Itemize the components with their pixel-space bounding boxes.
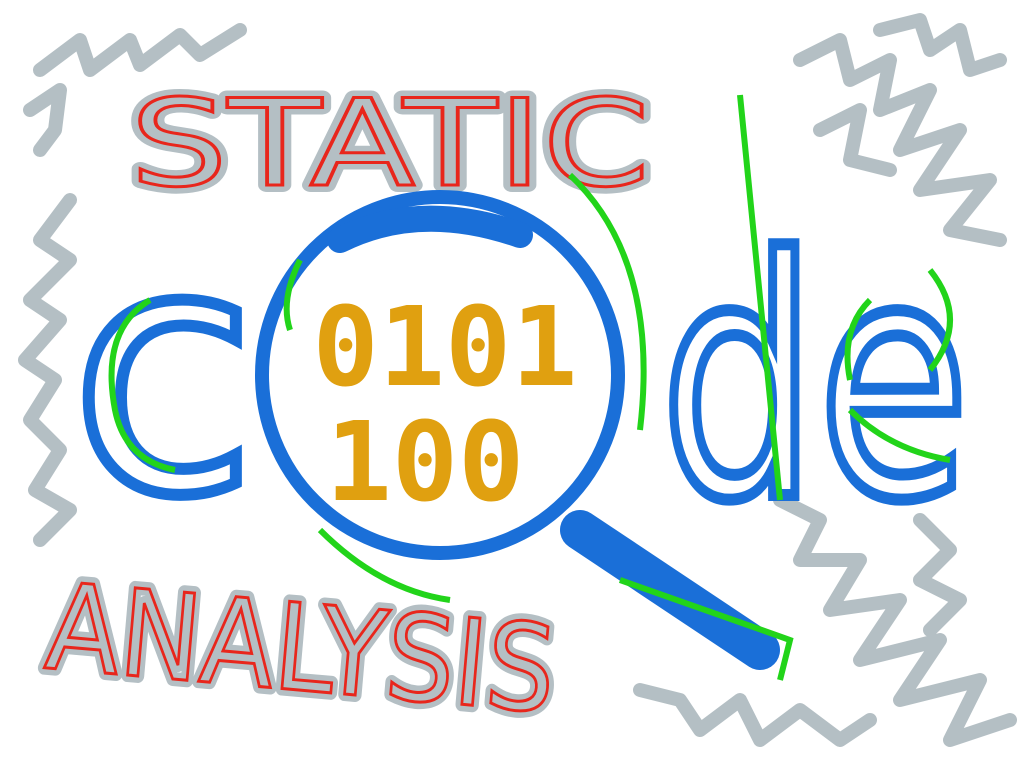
big-letters-de: de (660, 189, 970, 573)
magnifier (255, 172, 794, 681)
binary-line: 100 (326, 398, 525, 526)
top-word: STATIC (130, 75, 650, 214)
binary-line: 0101 (313, 283, 578, 411)
accent (108, 297, 176, 473)
big-letter-c: c (70, 175, 257, 571)
scribbles (18, 13, 1017, 747)
top-word-shadow: STATIC (130, 75, 650, 214)
accent (737, 94, 953, 501)
